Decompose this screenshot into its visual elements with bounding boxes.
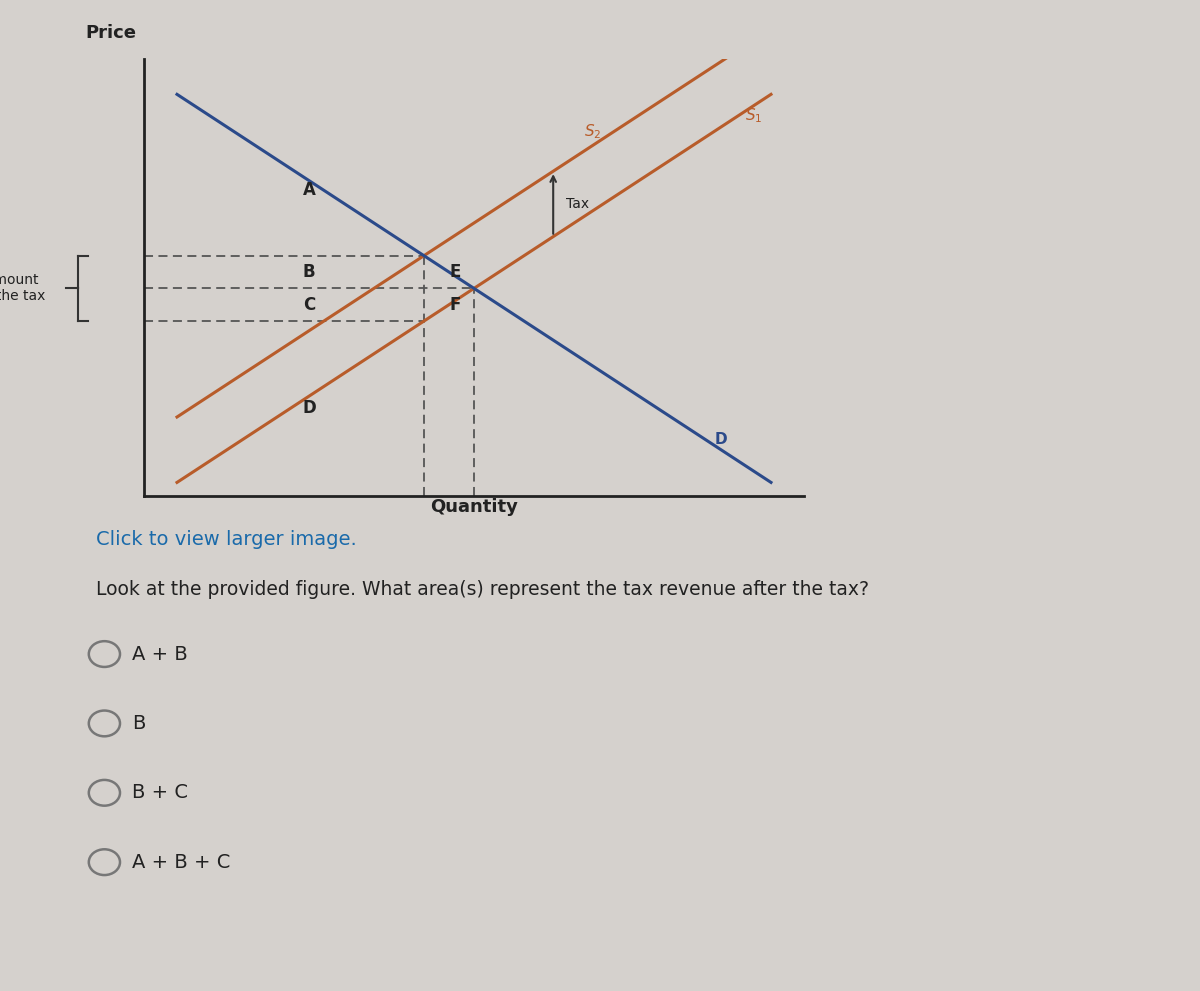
Text: Click to view larger image.: Click to view larger image. (96, 530, 356, 549)
Text: B + C: B + C (132, 783, 188, 803)
Text: B: B (132, 714, 145, 733)
Text: F: F (450, 295, 461, 314)
Text: D: D (715, 432, 727, 447)
Text: E: E (450, 263, 461, 281)
Text: Tax: Tax (566, 197, 589, 211)
X-axis label: Quantity: Quantity (430, 498, 518, 516)
Text: $S_2$: $S_2$ (584, 122, 601, 141)
Text: A + B + C: A + B + C (132, 852, 230, 872)
Text: Price: Price (85, 24, 137, 42)
Text: A + B: A + B (132, 644, 187, 664)
Text: D: D (302, 399, 316, 417)
Text: Amount
of the tax: Amount of the tax (0, 274, 46, 303)
Text: C: C (302, 295, 316, 314)
Text: B: B (302, 263, 316, 281)
Text: Look at the provided figure. What area(s) represent the tax revenue after the ta: Look at the provided figure. What area(s… (96, 580, 869, 599)
Text: $S_1$: $S_1$ (744, 107, 762, 125)
Text: A: A (302, 181, 316, 199)
